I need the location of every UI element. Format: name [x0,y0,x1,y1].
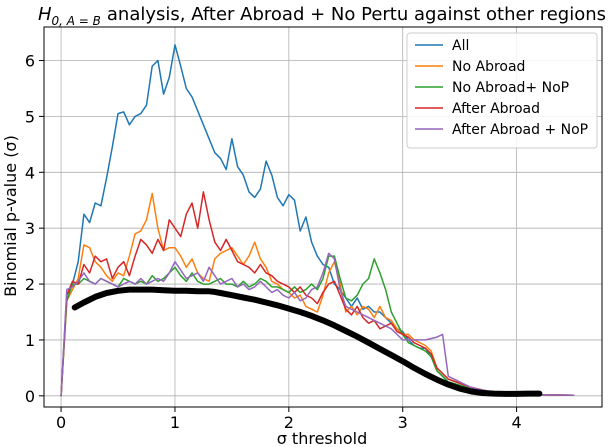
series-line-after-abroad [60,191,575,397]
x-tick-label: 4 [511,413,521,432]
chart-title-math-base: H [38,4,52,25]
x-tick-label: 0 [56,413,66,432]
y-tick-label: 5 [25,107,35,126]
y-tick-label: 1 [25,331,35,350]
series-line-after-abroad-nop [60,252,575,397]
series-line-no-abroad-nop [60,255,575,397]
y-axis-label: Binomial p-value (σ) [1,135,20,297]
y-tick-label: 2 [25,275,35,294]
y-tick-label: 3 [25,219,35,238]
legend-label: All [452,38,469,54]
grid-lines [44,27,602,407]
legend-box [406,32,598,149]
series-line-all [60,44,575,397]
legend-label: No Abroad [452,59,525,75]
x-axis-label: σ threshold [277,429,368,447]
x-tick-label: 2 [284,413,294,432]
y-axis-ticks: 0 1 2 3 4 5 6 [25,52,44,406]
legend-label: No Abroad+ NoP [452,80,569,96]
legend: All No Abroad No Abroad+ NoP After Abroad Af… [406,32,598,149]
x-tick-label: 3 [398,413,408,432]
series-lines [60,44,575,397]
x-tick-label: 1 [170,413,180,432]
y-tick-label: 6 [25,52,35,71]
x-axis-ticks: 0 1 2 3 4 [56,407,522,432]
legend-label: After Abroad [452,101,540,117]
plot-area: 0 1 2 3 4 0 1 2 3 4 5 6 [25,26,603,432]
chart-title-math-subscript: 0, A = B [52,14,101,28]
plot-frame [43,26,603,408]
y-tick-label: 4 [25,163,35,182]
chart-title-text: analysis, After Abroad + No Pertu agains… [107,4,606,25]
y-tick-label: 0 [25,387,35,406]
series-line-fit [71,286,543,397]
chart-title: H0, A = B analysis, After Abroad + No Per… [38,4,606,28]
series-line-no-abroad [60,192,575,397]
legend-label: After Abroad + NoP [452,122,588,138]
